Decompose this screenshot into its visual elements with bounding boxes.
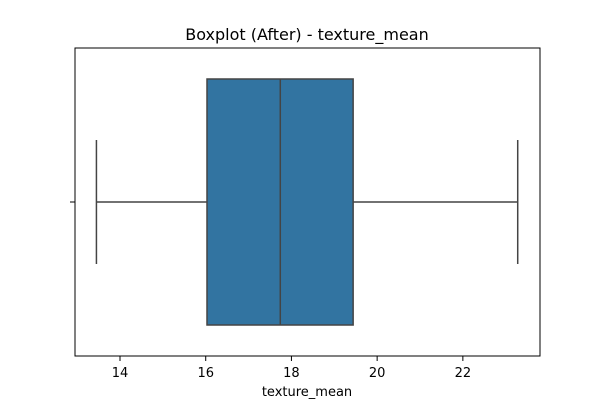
x-tick-label: 20 (369, 366, 386, 381)
x-tick-label: 16 (197, 366, 214, 381)
x-tick-label: 22 (455, 366, 472, 381)
x-axis: 14 16 18 20 22 (112, 356, 471, 381)
x-axis-label: texture_mean (262, 385, 352, 400)
x-tick-label: 18 (283, 366, 300, 381)
plot-marks (95, 78, 519, 326)
chart-title: Boxplot (After) - texture_mean (185, 25, 429, 45)
x-tick-label: 14 (112, 366, 129, 381)
